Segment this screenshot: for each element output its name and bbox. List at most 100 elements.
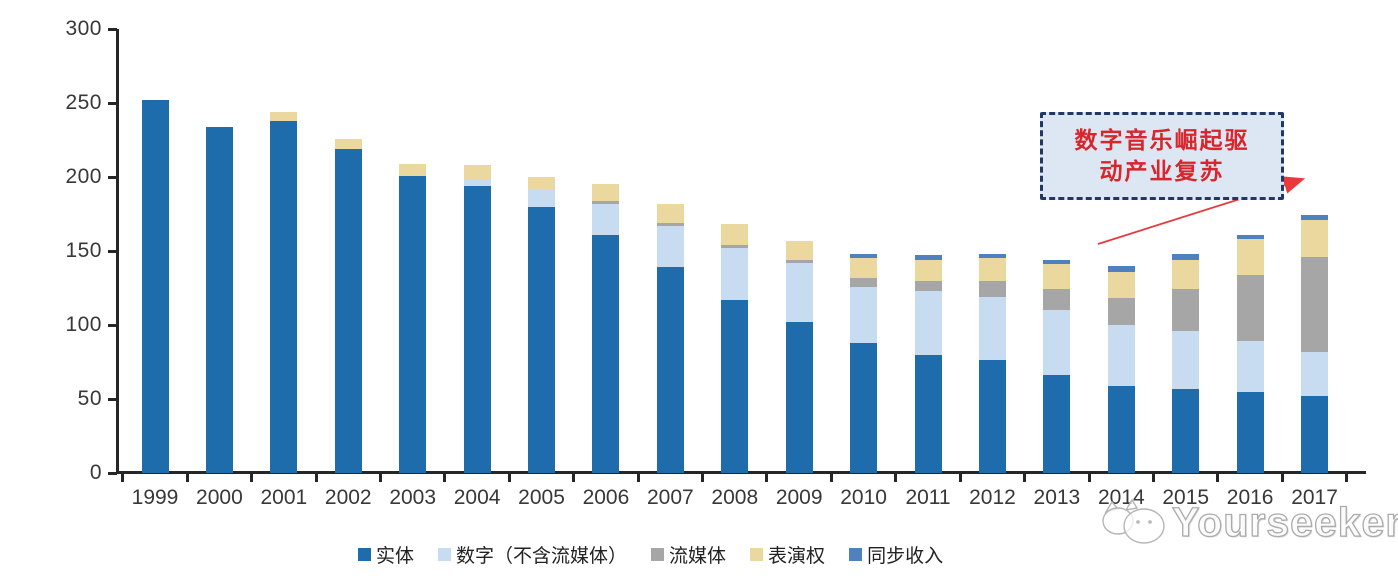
- x-tick: [314, 474, 318, 482]
- x-tick: [1216, 474, 1220, 482]
- x-tick: [701, 474, 705, 482]
- bar-2004: [463, 165, 491, 473]
- x-tick: [829, 474, 833, 482]
- bar-segment-数字（不含流媒体）: [1236, 341, 1264, 392]
- bar-2006: [592, 184, 620, 473]
- legend-item: 数字（不含流媒体）: [438, 541, 627, 568]
- bar-segment-表演权: [592, 184, 620, 201]
- x-tick-label: 2009: [775, 486, 823, 509]
- bar-segment-实体: [721, 299, 749, 473]
- bar-segment-流媒体: [656, 222, 684, 226]
- bar-segment-表演权: [270, 111, 298, 121]
- legend-swatch-icon: [438, 548, 452, 561]
- bar-segment-数字（不含流媒体）: [656, 225, 684, 268]
- bar-segment-流媒体: [978, 280, 1006, 297]
- x-tick: [765, 474, 769, 482]
- bar-segment-同步收入: [978, 253, 1006, 259]
- bar-2014: [1107, 265, 1135, 473]
- bar-segment-同步收入: [914, 255, 942, 260]
- y-axis-line: [116, 29, 119, 474]
- x-tick: [1087, 474, 1091, 482]
- bar-1999: [141, 100, 169, 473]
- x-tick: [636, 474, 640, 482]
- y-tick: [108, 27, 117, 31]
- bar-segment-同步收入: [1107, 265, 1135, 272]
- y-tick: [108, 175, 117, 179]
- legend-item: 实体: [358, 541, 414, 568]
- bar-segment-实体: [528, 206, 556, 473]
- bar-segment-实体: [334, 148, 362, 473]
- x-tick-label: 2007: [647, 486, 694, 509]
- legend-swatch-icon: [358, 548, 371, 561]
- x-tick: [507, 474, 511, 482]
- bar-segment-数字（不含流媒体）: [721, 248, 749, 300]
- bar-segment-数字（不含流媒体）: [463, 179, 491, 186]
- legend-swatch-icon: [651, 548, 665, 561]
- bar-segment-实体: [1107, 385, 1135, 473]
- bar-2002: [334, 138, 362, 473]
- x-tick-label: 2004: [453, 486, 501, 509]
- bar-segment-数字（不含流媒体）: [1043, 310, 1071, 376]
- bar-segment-实体: [1301, 396, 1329, 473]
- legend-label: 流媒体: [669, 546, 727, 567]
- bar-segment-实体: [1236, 391, 1264, 473]
- bar-segment-流媒体: [1301, 256, 1329, 352]
- x-tick-label: 2015: [1162, 486, 1210, 509]
- x-tick: [1023, 474, 1027, 482]
- bar-segment-流媒体: [1043, 289, 1071, 311]
- x-tick-label: 2016: [1226, 486, 1274, 509]
- bar-segment-实体: [270, 120, 298, 473]
- x-tick-label: 2002: [324, 486, 372, 509]
- legend-label: 表演权: [768, 546, 826, 567]
- watermark: Yourseeker: [1096, 494, 1398, 550]
- bar-segment-流媒体: [721, 245, 749, 249]
- bar-segment-数字（不含流媒体）: [528, 190, 556, 207]
- bar-2008: [721, 224, 749, 473]
- x-tick-label: 2012: [969, 486, 1016, 509]
- bar-segment-流媒体: [1172, 289, 1200, 331]
- annotation-line1: 数字音乐崛起驱: [1074, 127, 1250, 153]
- x-tick: [572, 474, 576, 482]
- x-tick: [958, 474, 962, 482]
- bar-segment-数字（不含流媒体）: [978, 296, 1006, 361]
- bar-2009: [785, 240, 813, 473]
- bar-2016: [1236, 234, 1264, 473]
- bar-segment-同步收入: [850, 253, 878, 259]
- bar-2012: [978, 253, 1006, 473]
- bar-segment-表演权: [1236, 239, 1264, 275]
- bar-segment-表演权: [785, 240, 813, 260]
- bar-segment-表演权: [978, 258, 1006, 281]
- bar-segment-流媒体: [1107, 298, 1135, 325]
- bar-segment-表演权: [1043, 264, 1071, 290]
- bar-segment-表演权: [850, 258, 878, 278]
- bar-2005: [528, 177, 556, 473]
- x-tick-label: 2013: [1033, 486, 1081, 509]
- y-tick-label: 150: [65, 239, 102, 262]
- chart-legend: 实体 数字（不含流媒体） 流媒体 表演权 同步收入: [358, 541, 943, 568]
- bar-segment-数字（不含流媒体）: [1172, 330, 1200, 389]
- y-tick-label: 100: [65, 313, 102, 336]
- bar-2007: [656, 203, 684, 473]
- x-tick-label: 2005: [518, 486, 565, 509]
- bar-segment-流媒体: [914, 280, 942, 291]
- bar-segment-表演权: [463, 165, 491, 180]
- bar-segment-实体: [914, 354, 942, 473]
- x-tick: [1280, 474, 1284, 482]
- bar-segment-流媒体: [592, 200, 620, 204]
- bar-2013: [1043, 259, 1071, 473]
- x-tick-label: 2001: [260, 486, 308, 509]
- bar-segment-实体: [978, 360, 1006, 473]
- bar-2003: [399, 163, 427, 473]
- bar-segment-同步收入: [1301, 215, 1329, 220]
- bar-segment-同步收入: [1172, 253, 1200, 260]
- legend-swatch-icon: [750, 548, 764, 561]
- bar-segment-表演权: [1301, 219, 1329, 257]
- bar-segment-数字（不含流媒体）: [850, 286, 878, 343]
- y-tick-label: 300: [65, 17, 102, 40]
- x-tick: [185, 474, 189, 482]
- bar-segment-实体: [656, 267, 684, 473]
- x-tick-label: 2003: [389, 486, 437, 509]
- legend-label: 同步收入: [867, 546, 944, 567]
- bar-segment-实体: [592, 234, 620, 473]
- bar-segment-实体: [205, 126, 233, 473]
